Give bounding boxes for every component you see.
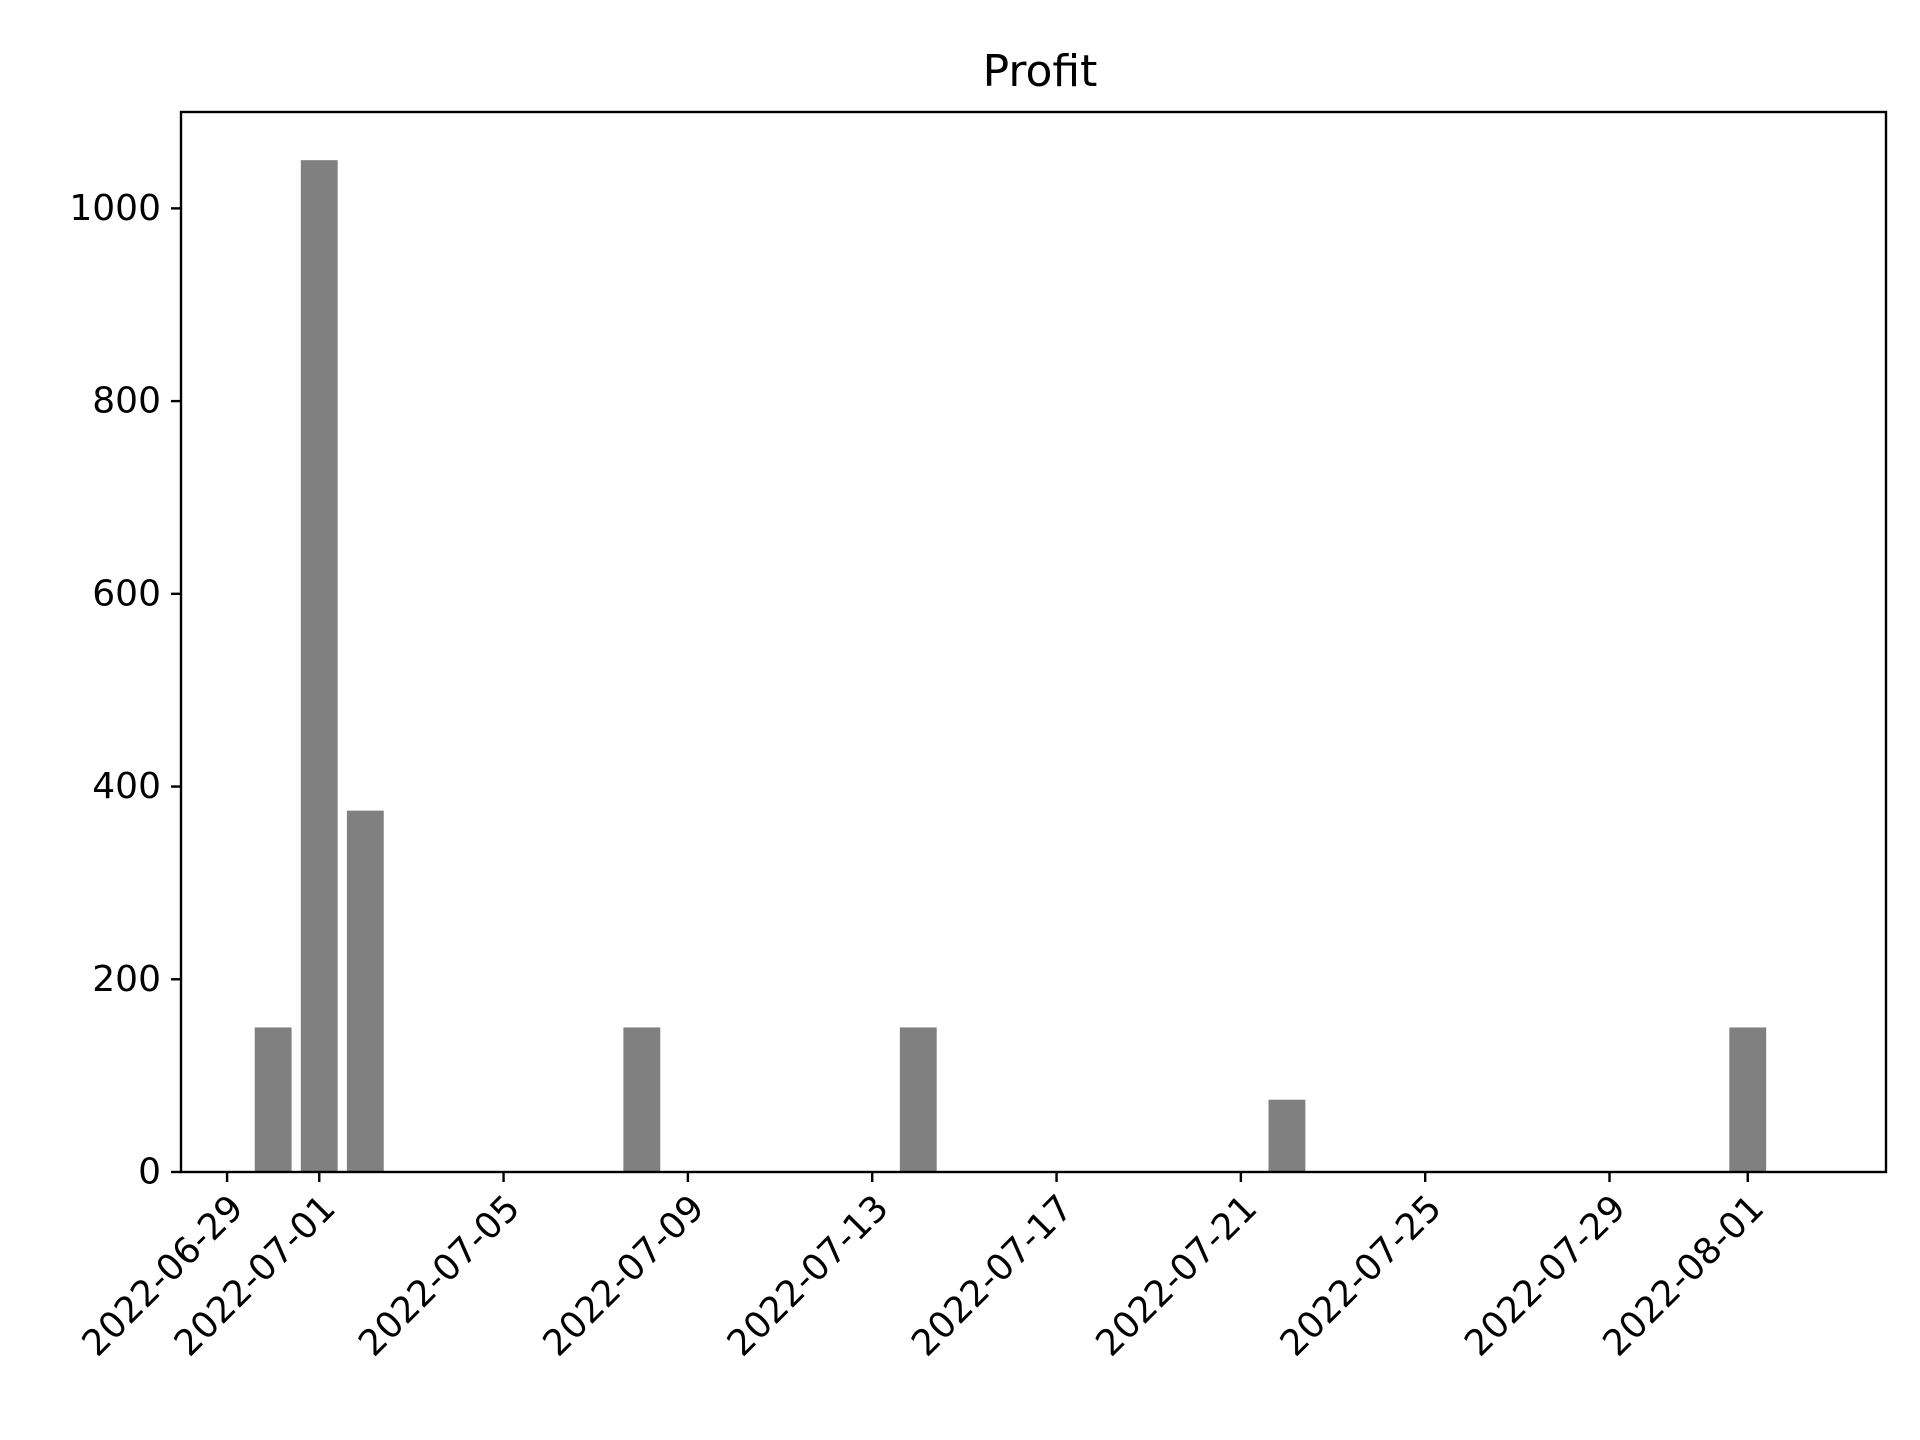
y-tick-label-1000: 1000 bbox=[69, 188, 161, 229]
y-axis: 0 200 400 600 800 1000 bbox=[69, 188, 181, 1193]
y-tick-label-200: 200 bbox=[92, 959, 161, 1000]
bar-2022-06-30 bbox=[254, 1027, 292, 1172]
bar-2022-07-08 bbox=[623, 1027, 661, 1172]
y-tick-label-400: 400 bbox=[92, 766, 161, 807]
plot-frame bbox=[179, 110, 1888, 1174]
bar-2022-07-02 bbox=[346, 810, 384, 1172]
bar-2022-07-01 bbox=[300, 160, 338, 1172]
bar-2022-07-14 bbox=[899, 1027, 937, 1172]
y-tick-label-800: 800 bbox=[92, 381, 161, 422]
chart-title: Profit bbox=[983, 46, 1098, 97]
bars-layer bbox=[254, 160, 1767, 1172]
bar-2022-07-22 bbox=[1268, 1099, 1306, 1172]
y-tick-label-600: 600 bbox=[92, 573, 161, 614]
y-tick-label-0: 0 bbox=[138, 1152, 161, 1193]
bar-2022-08-01 bbox=[1729, 1027, 1767, 1172]
